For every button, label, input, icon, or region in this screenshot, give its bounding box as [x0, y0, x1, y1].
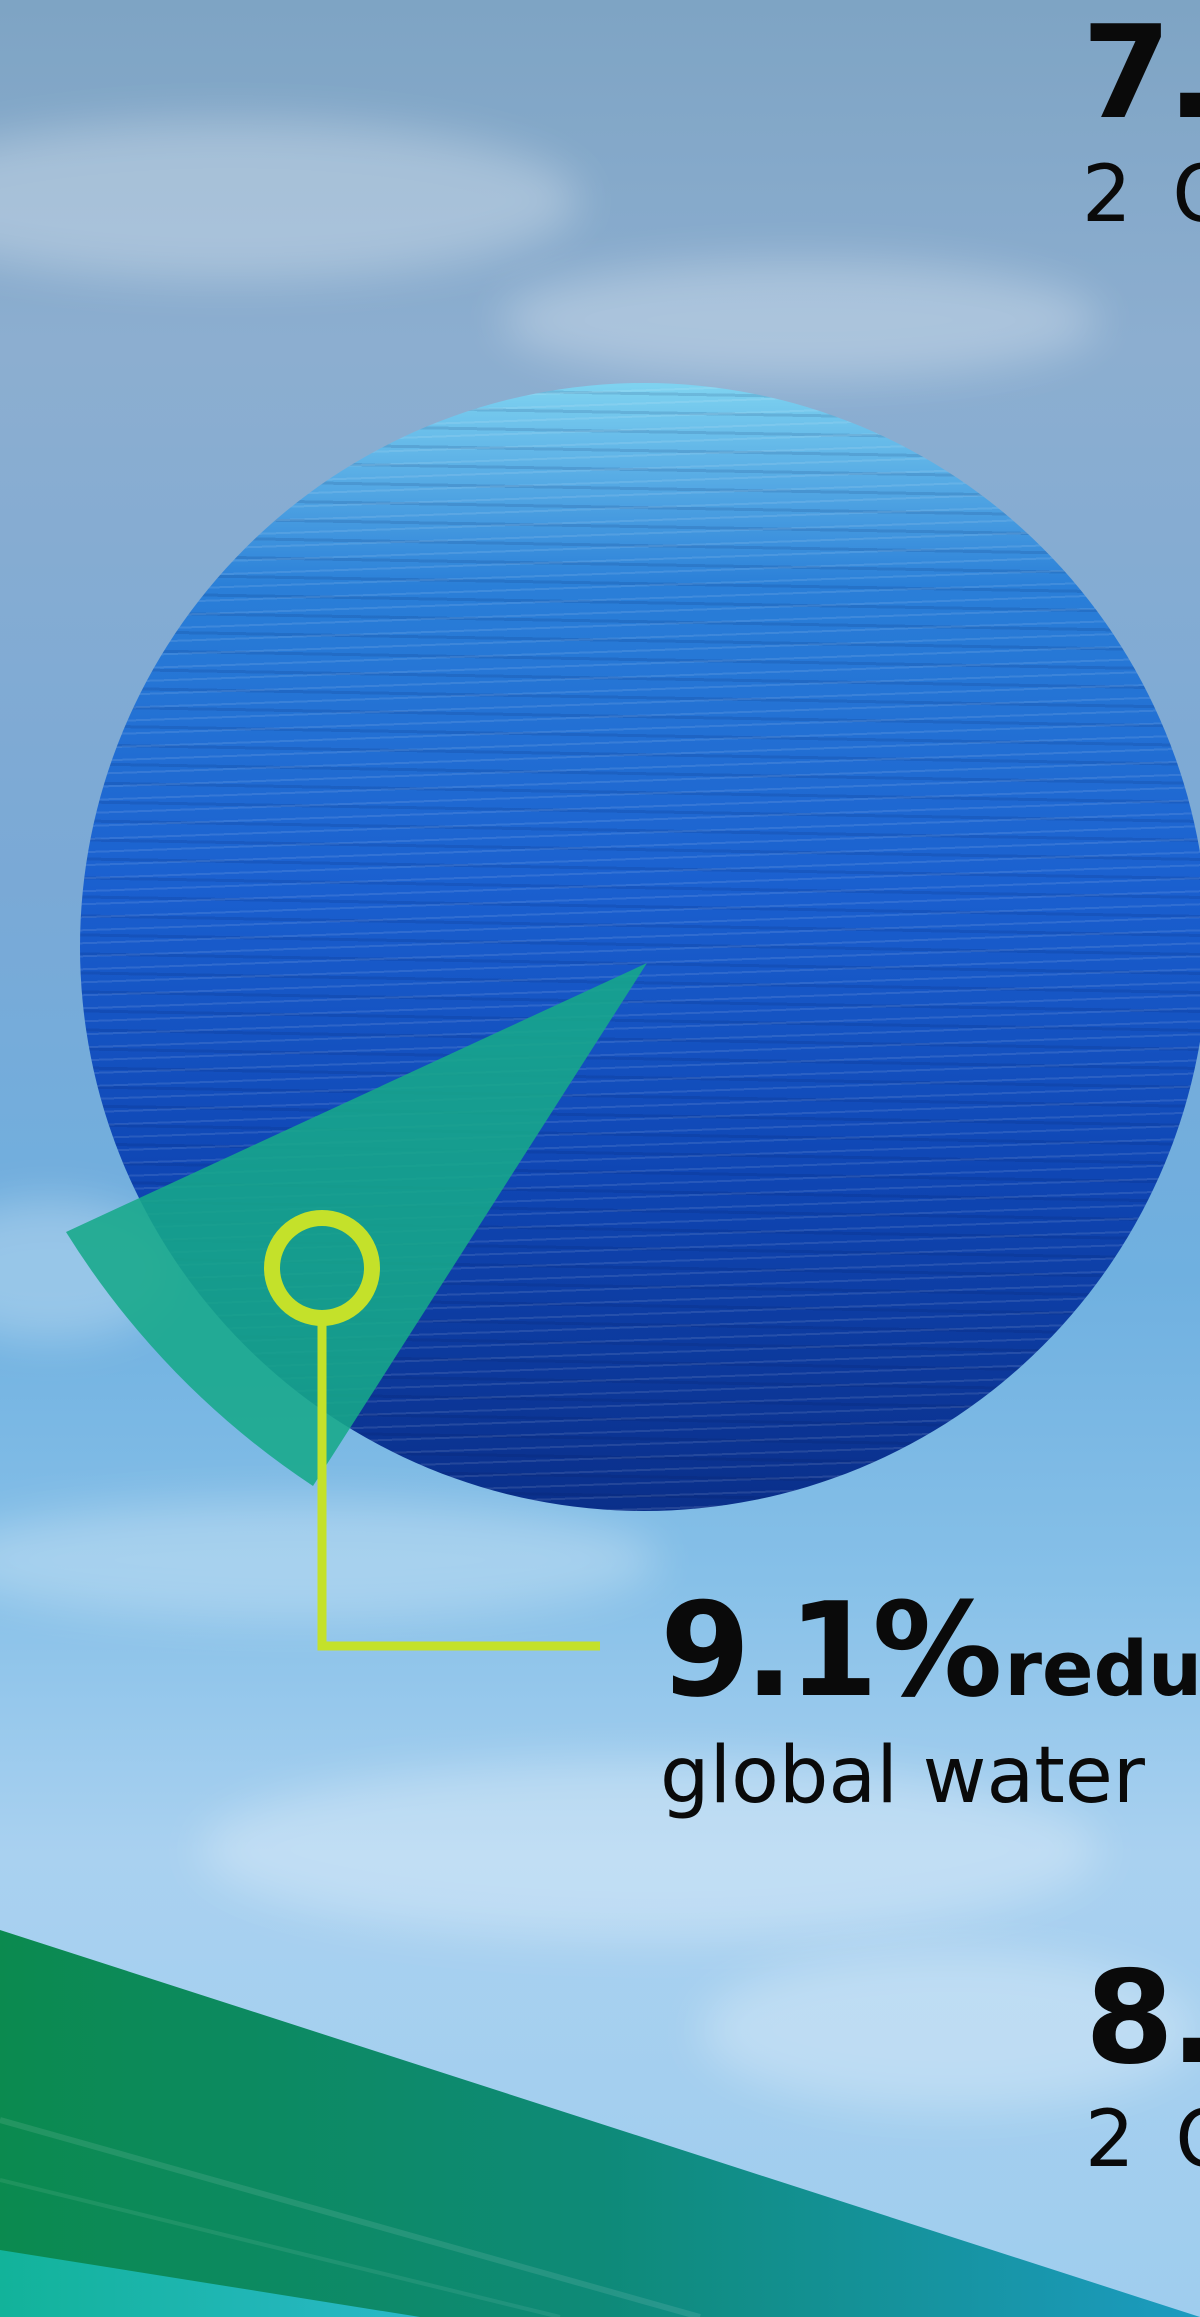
cloud-wisp: [700, 1950, 1200, 2110]
stat-main-label: redu: [1004, 1624, 1200, 1713]
band-highlight: [0, 2250, 420, 2317]
stat-bottom: 8. 2 O: [1085, 1944, 1200, 2185]
stat-bottom-value: 8.: [1085, 1944, 1200, 2093]
cloud-wisp: [500, 260, 1100, 380]
stat-top: 7. 2 O: [1082, 0, 1200, 240]
marker-ring: [264, 1210, 380, 1326]
stat-main-value: 9.1%: [660, 1574, 1003, 1726]
leader-line: [317, 1318, 600, 1651]
band-shape: [0, 1930, 1200, 2317]
cloud-wisp: [0, 1500, 660, 1620]
cloud-wisp: [0, 120, 580, 280]
stat-main: 9.1% redu global water: [660, 1585, 1200, 1815]
stat-top-unit: 2 O: [1082, 150, 1200, 240]
cloud-wisp: [200, 1760, 1100, 1940]
band-streak: [0, 2178, 561, 2317]
stat-main-description: global water: [660, 1731, 1145, 1821]
band-streak: [0, 2117, 701, 2317]
stat-top-value: 7.: [1082, 0, 1200, 148]
stat-bottom-unit: 2 O: [1085, 2095, 1200, 2185]
